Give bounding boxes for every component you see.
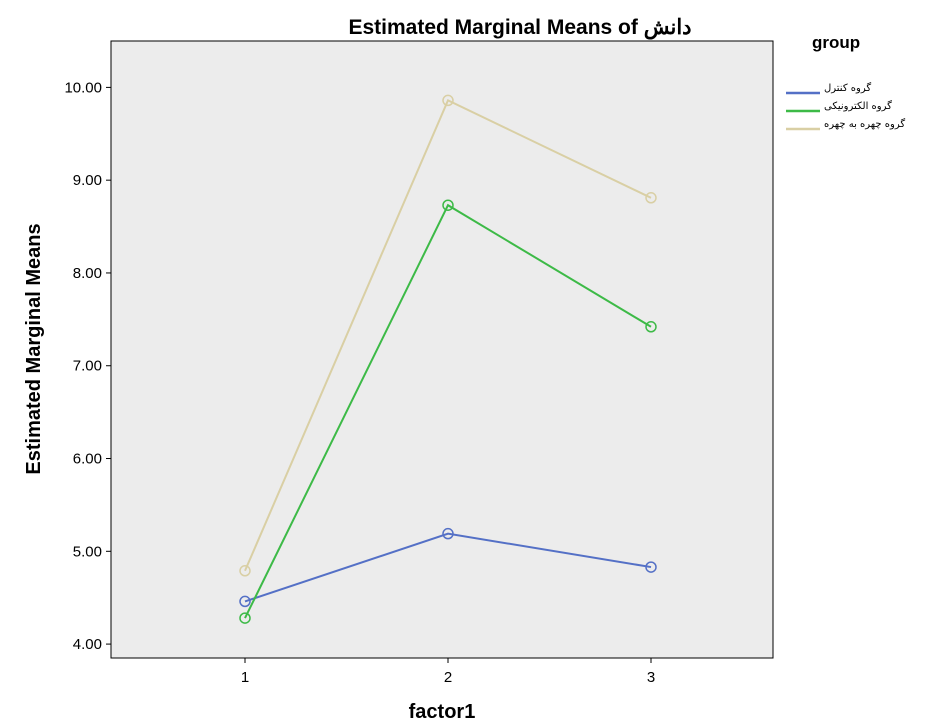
y-tick-label: 4.00 <box>73 636 102 653</box>
data-point <box>239 595 251 608</box>
series-line <box>244 532 652 603</box>
plot-background <box>110 40 774 659</box>
series-line <box>244 203 652 619</box>
data-point <box>442 527 454 540</box>
series-layer <box>239 94 657 624</box>
data-point <box>239 612 251 624</box>
series-group <box>239 94 657 577</box>
legend-label: گروه چهره به چهره <box>824 118 905 130</box>
legend-label: گروه کنترل <box>824 82 871 94</box>
y-axis-title: Estimated Marginal Means <box>23 223 45 474</box>
legend-title: group <box>812 33 860 52</box>
series-group <box>239 527 657 608</box>
chart-title: Estimated Marginal Means of دانش <box>348 16 691 40</box>
y-tick-label: 10.00 <box>64 79 102 96</box>
y-tick-label: 6.00 <box>73 451 102 468</box>
y-tick-label: 9.00 <box>73 172 102 189</box>
data-point <box>239 565 251 577</box>
x-axis: 1 2 3 <box>241 658 655 686</box>
plot-area <box>110 40 774 659</box>
y-axis: 4.00 5.00 6.00 7.00 8.00 9.00 10.00 <box>64 79 111 653</box>
series-group <box>239 199 657 624</box>
data-point <box>645 561 657 573</box>
data-point <box>442 199 454 211</box>
x-axis-title: factor1 <box>409 701 476 723</box>
x-tick-label: 2 <box>444 669 452 686</box>
legend: group گروه کنترل گروه الکترونیکی گروه چهره… <box>786 33 905 131</box>
y-tick-label: 5.00 <box>73 543 102 560</box>
x-tick-label: 3 <box>647 669 655 686</box>
legend-label: گروه الکترونیکی <box>824 100 892 112</box>
series-line <box>244 99 652 572</box>
data-point <box>645 192 657 204</box>
data-point <box>645 321 657 333</box>
x-tick-label: 1 <box>241 669 249 686</box>
y-tick-label: 7.00 <box>73 358 102 375</box>
y-tick-label: 8.00 <box>73 265 102 282</box>
data-point <box>442 94 454 107</box>
